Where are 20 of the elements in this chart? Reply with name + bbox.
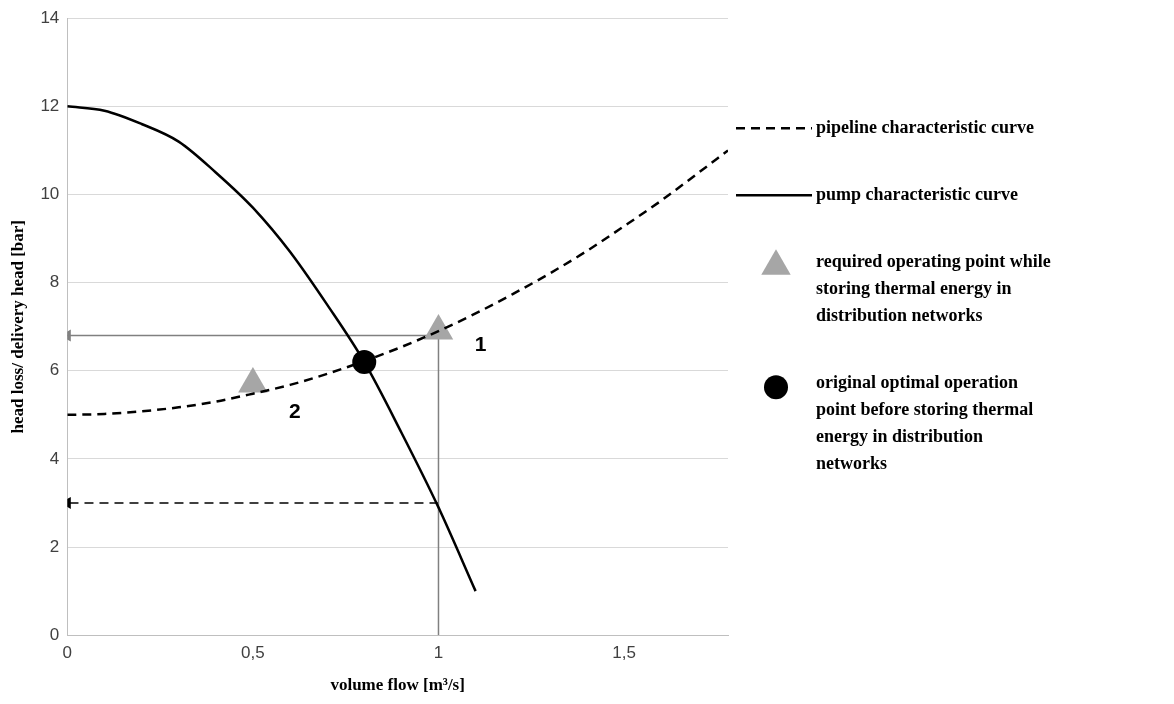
y-tick-label: 4 bbox=[49, 448, 60, 468]
y-axis-title: head loss/ delivery head [bar] bbox=[7, 219, 27, 434]
x-tick-label: 0,5 bbox=[241, 643, 265, 663]
legend-label: pump characteristic curve bbox=[816, 183, 1018, 204]
y-tick-label: 14 bbox=[40, 7, 60, 27]
y-tick-label: 6 bbox=[49, 360, 60, 380]
legend-label: required operating point while storing thermal energy in distribution networks bbox=[816, 250, 1051, 325]
x-tick-label: 1,5 bbox=[612, 643, 636, 663]
y-tick-label: 8 bbox=[49, 272, 60, 292]
x-axis-title: volume flow [m³/s] bbox=[330, 675, 465, 695]
legend-label: pipeline characteristic curve bbox=[816, 116, 1034, 137]
y-tick-label: 2 bbox=[49, 536, 60, 556]
x-tick-label: 1 bbox=[433, 643, 444, 663]
annotation: 1 bbox=[474, 331, 487, 355]
x-tick-label: 0 bbox=[62, 643, 73, 663]
legend-label: original optimal operation point before storing thermal energy in distribution networks bbox=[816, 371, 1034, 473]
y-tick-label: 12 bbox=[40, 96, 60, 116]
annotation: 2 bbox=[289, 398, 301, 422]
y-tick-label: 10 bbox=[40, 184, 60, 204]
y-tick-label: 0 bbox=[49, 624, 60, 644]
